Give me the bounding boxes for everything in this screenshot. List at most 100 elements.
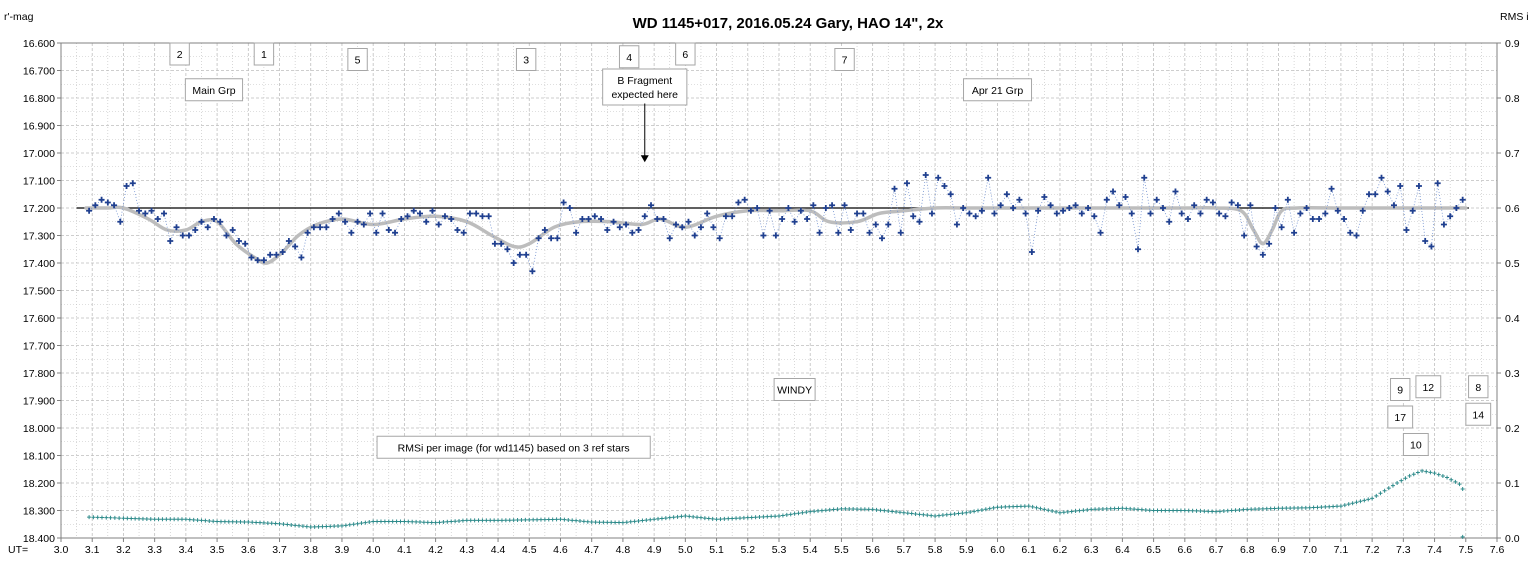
- rms-point: [1358, 499, 1363, 504]
- rms-point: [261, 520, 266, 525]
- magnitude-point: [791, 218, 798, 225]
- rms-point: [140, 516, 145, 521]
- rms-point: [523, 517, 528, 522]
- rms-point: [1194, 508, 1199, 513]
- rms-point: [940, 513, 945, 518]
- magnitude-point: [192, 227, 199, 233]
- magnitude-point: [1422, 238, 1429, 244]
- magnitude-point: [1147, 210, 1154, 217]
- magnitude-point: [847, 227, 854, 233]
- magnitude-point: [1216, 210, 1223, 217]
- annotation-box: [184, 78, 244, 102]
- magnitude-point: [916, 218, 923, 225]
- rms-point: [890, 509, 895, 514]
- rms-point: [468, 518, 473, 523]
- magnitude-point: [1453, 205, 1460, 211]
- magnitude-point: [1228, 199, 1235, 206]
- rms-point: [156, 517, 161, 522]
- rms-point: [577, 519, 582, 524]
- rms-point: [593, 520, 598, 525]
- rms-point: [1370, 496, 1375, 501]
- rms-point: [1217, 509, 1222, 514]
- rms-point: [1050, 509, 1055, 514]
- rms-point: [558, 517, 563, 522]
- x-tick-label: 7.5: [1458, 544, 1473, 556]
- magnitude-point: [766, 207, 773, 214]
- rms-point: [671, 515, 676, 520]
- rms-point: [285, 522, 290, 527]
- rms-point: [1155, 508, 1160, 513]
- rms-point: [1221, 509, 1226, 514]
- magnitude-point: [891, 185, 898, 192]
- magnitude-point: [872, 221, 879, 228]
- rms-point: [218, 519, 223, 524]
- magnitude-point: [304, 229, 311, 236]
- x-tick-label: 4.2: [428, 544, 443, 556]
- rms-point: [609, 520, 614, 525]
- rms-point: [1399, 478, 1404, 483]
- rms-point: [816, 508, 821, 513]
- annotation-box: [675, 42, 696, 66]
- rms-point: [312, 524, 317, 529]
- rms-point: [827, 507, 832, 512]
- rms-point: [394, 519, 399, 524]
- annotation-main-grp: Main Grp: [184, 78, 244, 102]
- rms-point: [371, 519, 376, 524]
- magnitude-point: [460, 229, 467, 236]
- rms-point: [1042, 507, 1047, 512]
- annotation-a17: 17: [1387, 405, 1414, 429]
- magnitude-point: [1135, 246, 1141, 253]
- annotation-a10: 10: [1402, 433, 1429, 456]
- rms-point: [1057, 510, 1062, 515]
- rms-point: [1323, 504, 1328, 509]
- rms-point: [1403, 476, 1408, 481]
- magnitude-point: [360, 221, 367, 228]
- rms-point: [222, 519, 227, 524]
- rms-point: [499, 518, 504, 523]
- x-tick-label: 5.0: [678, 544, 693, 556]
- magnitude-point: [722, 213, 729, 220]
- magnitude-point: [1409, 207, 1416, 214]
- rms-point: [1124, 506, 1129, 511]
- rms-point: [347, 522, 352, 527]
- rms-point: [687, 514, 692, 519]
- rms-point: [402, 519, 407, 524]
- magnitude-point: [566, 205, 573, 211]
- magnitude-point: [136, 207, 143, 214]
- rms-point: [433, 520, 438, 525]
- rms-point: [297, 523, 302, 528]
- x-tick-label: 5.7: [897, 544, 912, 556]
- rms-point: [168, 517, 173, 522]
- rms-point: [1015, 504, 1020, 509]
- magnitude-point: [1178, 210, 1185, 217]
- rms-point: [656, 516, 661, 521]
- rms-point: [1073, 509, 1078, 514]
- model-curve-path: [84, 205, 1468, 265]
- rms-point: [589, 520, 594, 525]
- magnitude-point: [123, 183, 130, 189]
- magnitude-point: [629, 229, 636, 236]
- annotation-a3: 3: [515, 48, 537, 71]
- rms-point: [1354, 500, 1359, 505]
- rms-point: [496, 518, 501, 523]
- magnitude-point: [935, 174, 942, 181]
- annotation-box: [773, 378, 816, 401]
- magnitude-point: [1209, 199, 1216, 206]
- magnitude-point: [354, 218, 361, 225]
- rms-point: [722, 516, 727, 521]
- rms-point: [1424, 469, 1429, 474]
- x-tick-label: 4.8: [616, 544, 631, 556]
- magnitude-point: [1197, 210, 1204, 217]
- magnitude-point: [548, 235, 555, 242]
- rms-point: [281, 522, 286, 527]
- magnitude-point: [516, 251, 523, 258]
- x-tick-label: 5.2: [740, 544, 755, 556]
- x-tick-label: 5.9: [959, 544, 974, 556]
- rms-series: [87, 468, 1465, 539]
- magnitude-point: [92, 202, 99, 209]
- magnitude-point: [1003, 191, 1010, 198]
- rms-point: [121, 516, 126, 521]
- rms-point: [1457, 482, 1462, 487]
- rms-point: [538, 517, 543, 522]
- rms-point: [550, 517, 555, 522]
